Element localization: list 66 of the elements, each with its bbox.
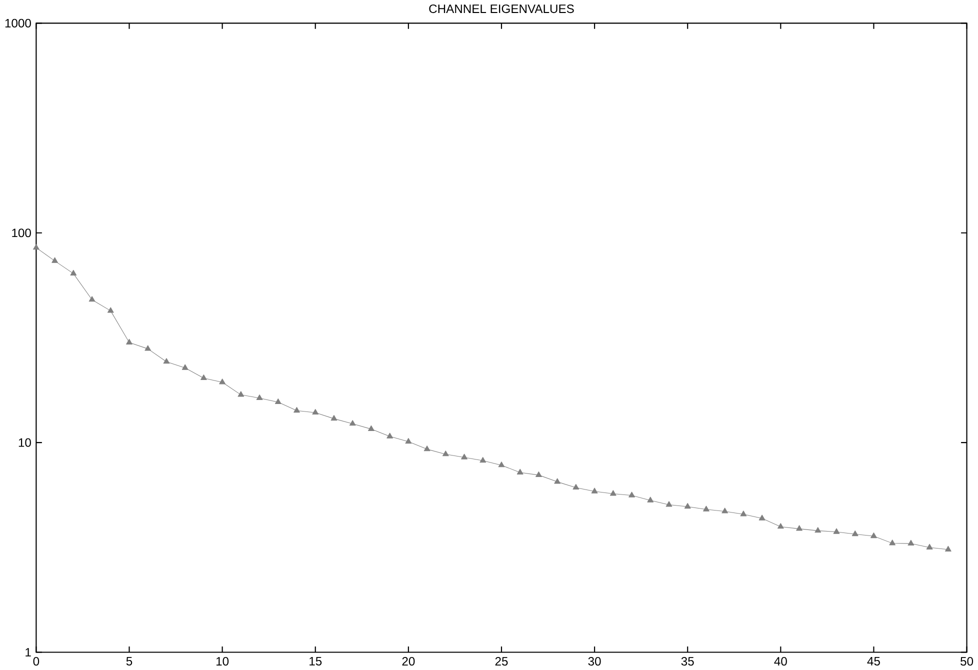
point	[833, 528, 840, 534]
point	[814, 527, 822, 533]
point	[610, 490, 616, 496]
x-tick-label: 10	[216, 656, 229, 666]
point	[88, 296, 96, 302]
x-tick-label: 25	[495, 656, 508, 666]
point	[480, 456, 486, 463]
point	[144, 345, 152, 351]
point	[889, 540, 896, 546]
chart-title: CHANNEL EIGENVALUES	[429, 4, 574, 14]
point	[703, 506, 710, 512]
point	[740, 510, 747, 516]
point	[424, 446, 430, 452]
point	[684, 502, 691, 509]
point	[256, 394, 263, 400]
point	[554, 478, 561, 484]
point	[647, 496, 654, 502]
point	[219, 378, 226, 384]
point	[33, 244, 40, 250]
point	[238, 391, 244, 397]
point	[163, 358, 170, 364]
point	[944, 546, 952, 552]
point	[200, 374, 207, 380]
point	[536, 471, 542, 477]
y-tick-label: 10	[18, 438, 31, 447]
point	[870, 532, 877, 538]
point	[349, 420, 356, 426]
point	[926, 544, 933, 550]
x-tick-label: 50	[960, 656, 974, 666]
x-tick-label: 5	[126, 656, 132, 666]
point	[52, 257, 58, 263]
point	[126, 338, 132, 344]
y-tick-label: 1	[26, 648, 31, 656]
x-tick-label: 45	[867, 656, 880, 666]
point	[442, 450, 449, 456]
point	[796, 525, 802, 531]
point	[908, 540, 914, 546]
y-tick-label: 1000	[5, 18, 31, 28]
point	[461, 454, 468, 460]
point	[852, 530, 858, 536]
point	[70, 270, 77, 276]
point	[368, 425, 374, 431]
x-tick-label: 35	[681, 656, 694, 666]
x-tick-label: 0	[33, 656, 40, 666]
point	[182, 364, 188, 370]
y-tick-label: 100	[12, 228, 31, 238]
point	[405, 438, 412, 444]
x-tick-label: 30	[588, 656, 601, 666]
point	[572, 484, 580, 490]
point	[294, 406, 300, 413]
point	[386, 432, 393, 438]
x-tick-label: 15	[310, 656, 322, 666]
point	[722, 508, 728, 514]
point	[666, 501, 672, 507]
point	[628, 492, 635, 498]
point	[274, 398, 282, 404]
x-tick-label: 40	[774, 656, 787, 666]
point	[516, 468, 524, 474]
x-tick-label: 20	[402, 656, 415, 666]
point	[107, 307, 114, 313]
point	[758, 514, 766, 520]
point	[498, 462, 505, 468]
point	[330, 415, 338, 421]
point	[312, 408, 319, 415]
point	[777, 523, 784, 529]
point	[591, 488, 598, 494]
